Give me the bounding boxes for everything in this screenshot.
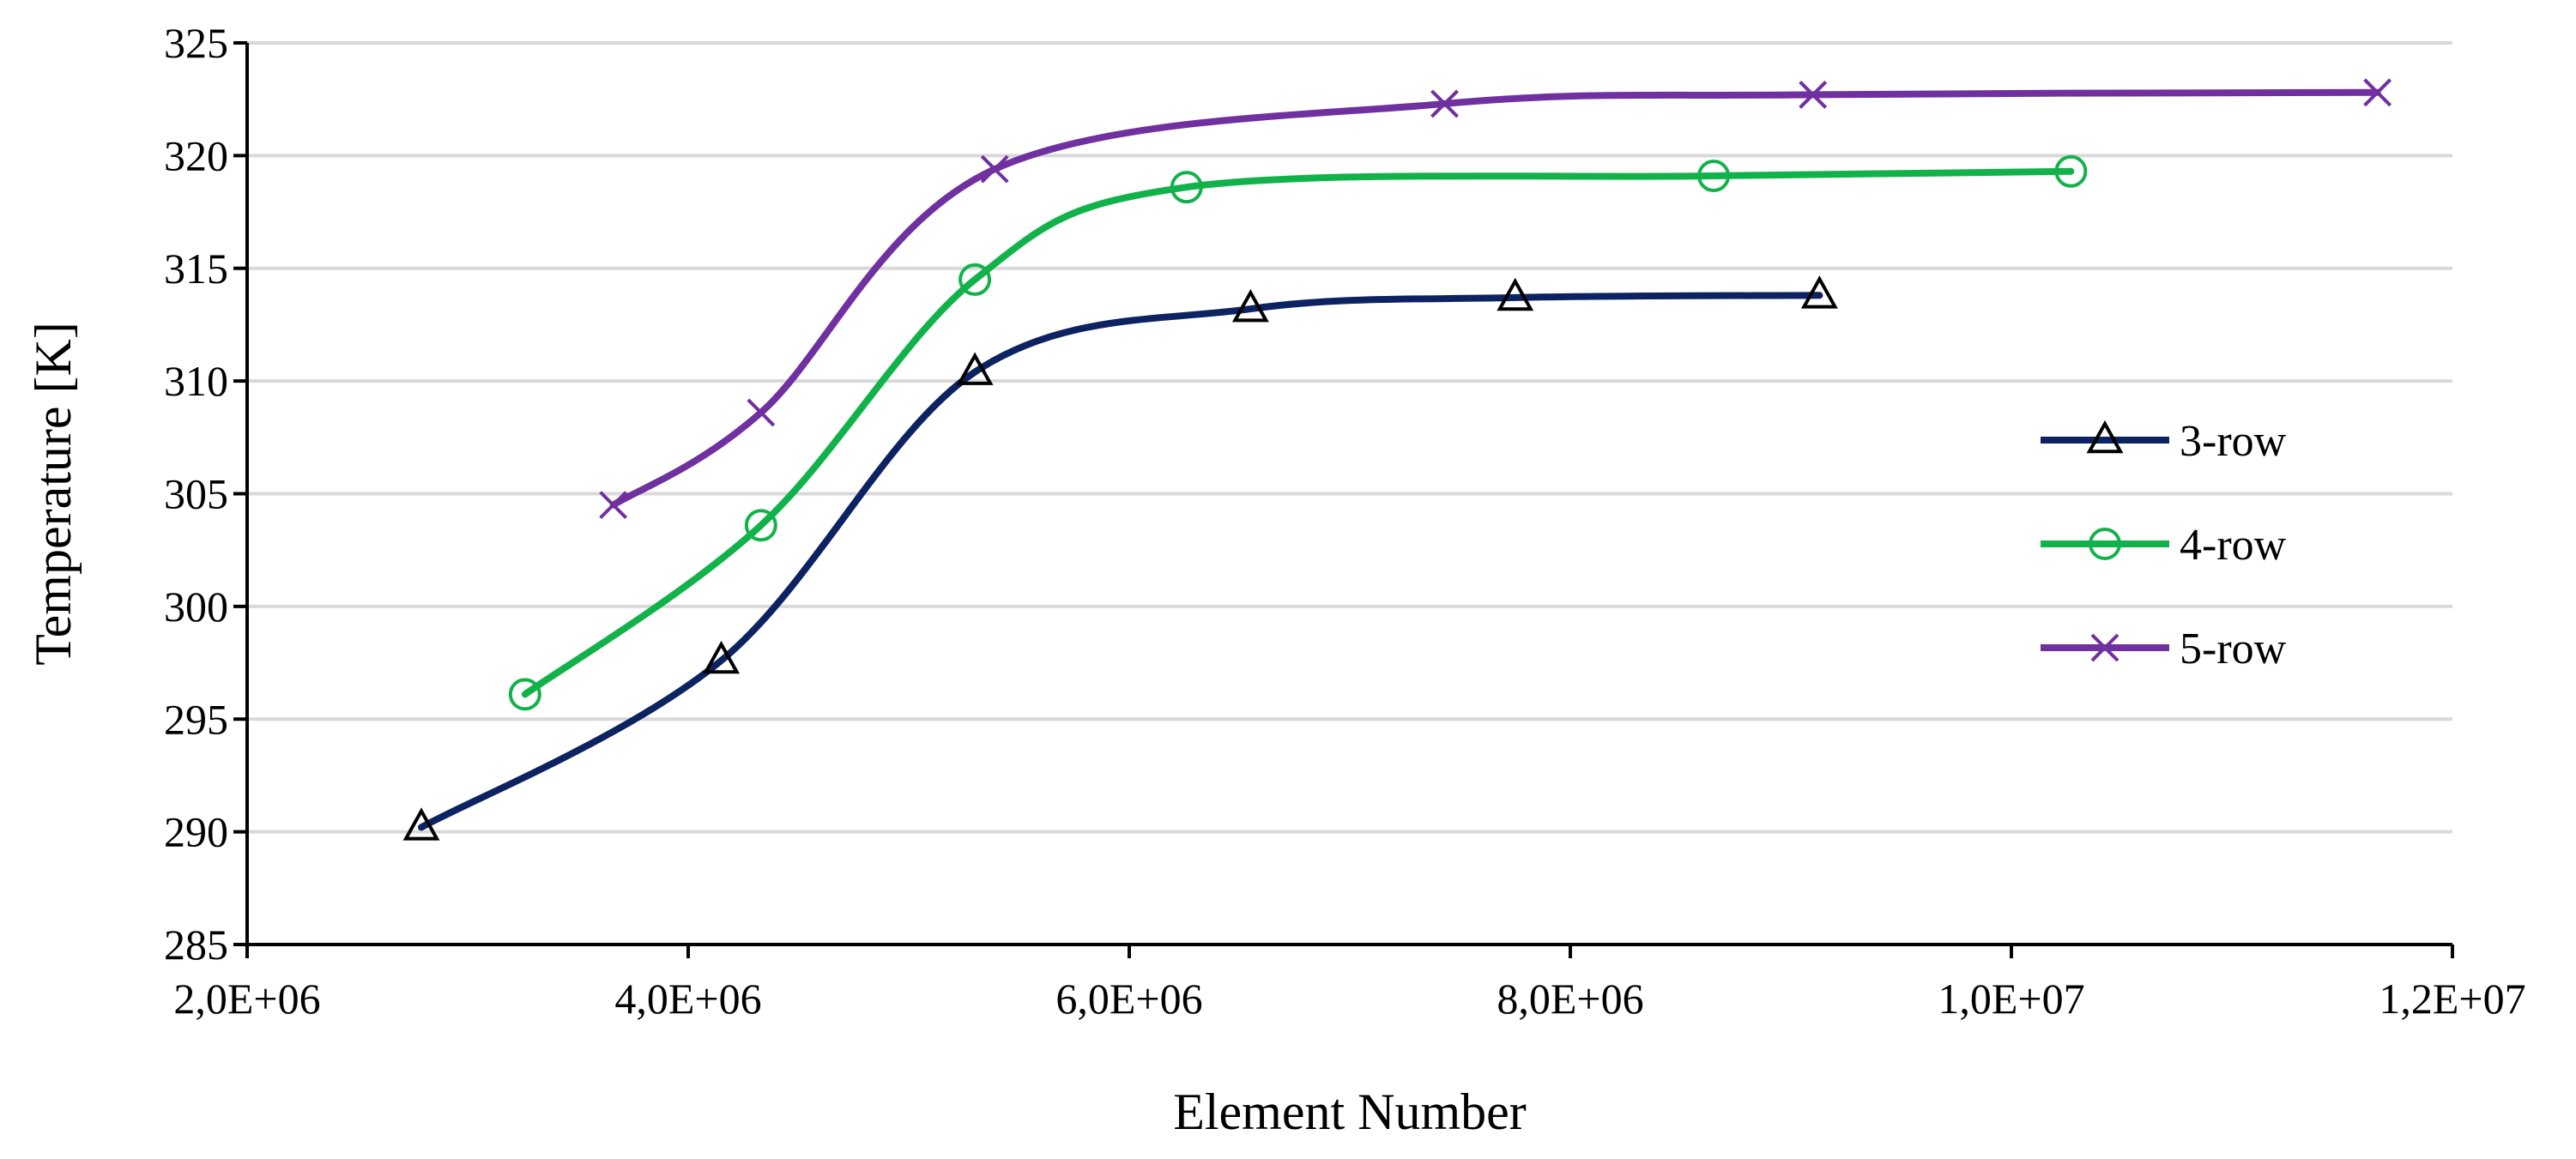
data-point bbox=[508, 678, 541, 711]
x-tick-label: 8,0E+06 bbox=[1497, 975, 1643, 1023]
x-axis-title: Element Number bbox=[1173, 1084, 1527, 1140]
y-tick-label: 300 bbox=[164, 583, 228, 631]
data-point bbox=[1800, 275, 1838, 309]
data-point bbox=[1799, 81, 1828, 109]
data-point bbox=[2054, 154, 2088, 188]
legend-marker bbox=[2086, 420, 2124, 454]
y-tick-label: 320 bbox=[164, 131, 228, 179]
legend-marker bbox=[2090, 633, 2119, 662]
y-tick-label: 305 bbox=[164, 470, 228, 518]
legend-marker bbox=[2089, 528, 2121, 560]
x-tick-label: 6,0E+06 bbox=[1055, 975, 1202, 1023]
legend-item: 4-row bbox=[2041, 521, 2287, 570]
x-tick-label: 4,0E+06 bbox=[614, 975, 761, 1023]
legend-label: 3-row bbox=[2180, 417, 2287, 466]
y-tick-label: 310 bbox=[164, 357, 228, 405]
y-axis-title: Temperature [K] bbox=[25, 322, 82, 666]
series-line bbox=[521, 167, 2075, 698]
series-line bbox=[609, 88, 2381, 509]
x-tick-label: 1,2E+07 bbox=[2379, 975, 2525, 1023]
y-tick-label: 285 bbox=[164, 921, 228, 969]
legend-item: 5-row bbox=[2041, 625, 2287, 673]
data-point bbox=[980, 154, 1009, 184]
series bbox=[402, 78, 2392, 841]
gridlines bbox=[247, 41, 2452, 834]
data-point bbox=[703, 640, 741, 674]
legend-label: 4-row bbox=[2180, 521, 2287, 570]
legend-label: 5-row bbox=[2180, 625, 2287, 673]
data-point bbox=[599, 491, 628, 520]
data-point bbox=[1170, 171, 1203, 204]
x-tick-label: 2,0E+06 bbox=[173, 975, 320, 1023]
y-tick-label: 295 bbox=[164, 695, 228, 743]
data-point bbox=[1231, 288, 1269, 323]
x-tick-label: 1,0E+07 bbox=[1938, 975, 2084, 1023]
data-point bbox=[402, 807, 440, 841]
data-point bbox=[1497, 277, 1534, 311]
series-line bbox=[418, 292, 1823, 831]
data-point bbox=[1430, 89, 1459, 118]
data-point bbox=[1697, 160, 1731, 193]
y-tick-label: 315 bbox=[164, 244, 228, 293]
legend: 3-row 4-row 5-row bbox=[2041, 417, 2287, 673]
legend-item: 3-row bbox=[2041, 417, 2287, 466]
data-point bbox=[956, 352, 994, 385]
series-4-row bbox=[508, 154, 2088, 711]
data-point bbox=[747, 398, 776, 427]
data-point bbox=[744, 509, 777, 542]
axes: 285 290 295 300 305 310 315 320 325 2,0E+06 4,0E+0… bbox=[164, 19, 2526, 1023]
series-5-row bbox=[599, 78, 2392, 520]
data-point bbox=[958, 263, 992, 296]
y-tick-label: 325 bbox=[164, 19, 228, 67]
y-tick-label: 290 bbox=[164, 808, 228, 856]
series-3-row bbox=[402, 275, 1838, 841]
data-point bbox=[2363, 78, 2392, 107]
